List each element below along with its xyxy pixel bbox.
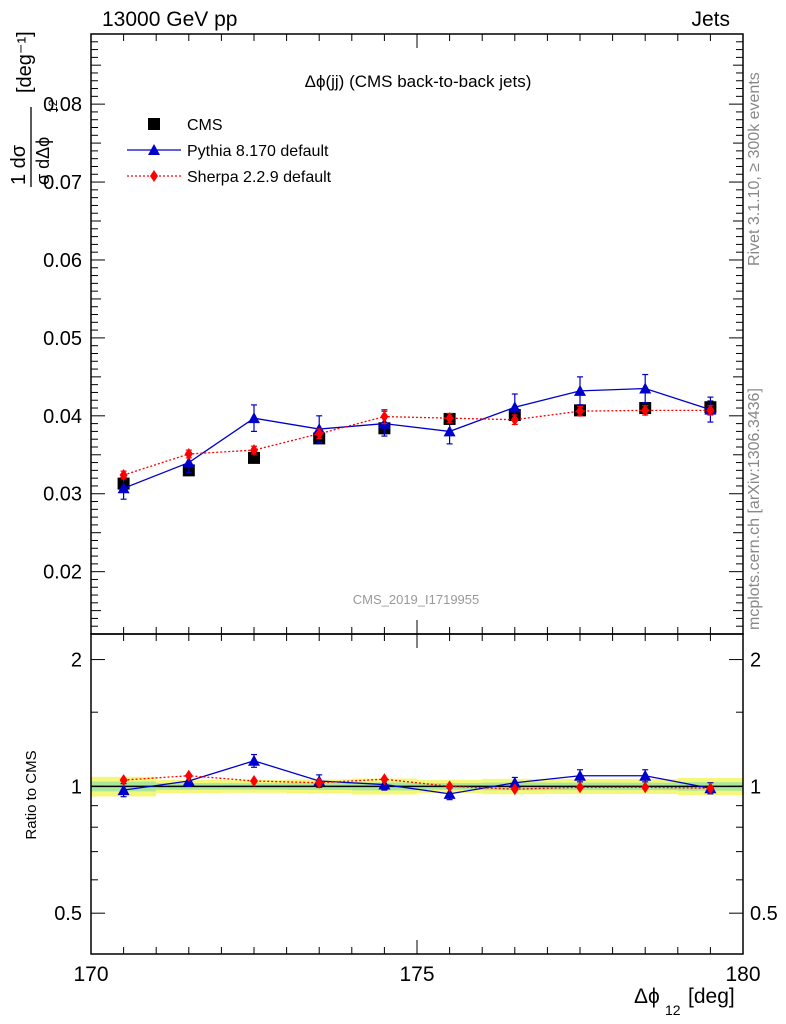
cms-point	[248, 451, 260, 464]
pythia-8-170-default-ratio-point	[508, 776, 521, 788]
sherpa-2-2-9-default-point	[510, 413, 519, 426]
sherpa-2-2-9-default-ratio-point	[510, 783, 519, 796]
y-axis-numerator: 1 dσ	[8, 144, 30, 185]
y-tick-label: 0.05	[43, 328, 82, 350]
sherpa-2-2-9-default-ratio-line	[123, 775, 711, 790]
y-tick-label: 0.02	[43, 562, 82, 584]
pythia-8-170-default-ratio-point	[117, 784, 130, 796]
sherpa-2-2-9-default-point	[576, 405, 584, 418]
ratio-tick-label: 1	[71, 776, 82, 798]
legend: CMS Pythia 8.170 default Sherpa 2.2.9 defa…	[127, 117, 332, 186]
pythia-8-170-default-ratio-line	[123, 760, 711, 795]
x-tick-label: 180	[725, 963, 760, 986]
y-tick-label: 0.08	[43, 94, 82, 116]
chart-title: Δϕ(jj) (CMS back-to-back jets)	[305, 72, 532, 91]
sherpa-2-2-9-default-line	[123, 409, 711, 476]
pythia-8-170-default-point	[639, 382, 652, 394]
pythia-8-170-default-point	[248, 412, 260, 424]
sherpa-2-2-9-default-ratio-point	[380, 773, 389, 786]
legend-label-pythia-8-170-default: Pythia 8.170 default	[187, 143, 329, 160]
x-axis-symbol: Δϕ	[634, 985, 660, 1008]
x-axis-unit: [deg]	[688, 985, 735, 1008]
series-layer	[117, 373, 717, 801]
sherpa-2-2-9-default-ratio-point	[445, 780, 454, 793]
legend-marker-cms	[148, 118, 160, 130]
ratio-tick-label: 2	[71, 650, 82, 672]
sherpa-2-2-9-default-point	[250, 444, 258, 457]
sherpa-2-2-9-default-ratio-point	[641, 781, 650, 794]
sherpa-2-2-9-default-point	[119, 469, 128, 482]
sherpa-2-2-9-default-ratio-point	[706, 782, 715, 795]
ratio-tick-label-right: 2	[750, 650, 761, 672]
legend-marker-pythia-8-170-default	[148, 144, 160, 155]
axes: 170 175 180 0.02 0.03 0.04 0.05 0.06 0.07 0.08 0.5…	[43, 34, 778, 986]
y-tick-label: 0.04	[43, 406, 82, 428]
x-tick-label: 175	[399, 963, 434, 986]
ratio-tick-label: 0.5	[54, 903, 82, 925]
sherpa-2-2-9-default-point	[706, 404, 715, 417]
y-axis-denominator: σ dΔϕ	[33, 137, 53, 185]
sherpa-2-2-9-default-point	[315, 427, 324, 440]
pythia-8-170-default-ratio-point	[574, 769, 586, 781]
sherpa-2-2-9-default-ratio-point	[119, 774, 128, 787]
y-axis-label: 1 dσ σ dΔϕ 12 [deg⁻¹]	[8, 31, 60, 187]
pythia-8-170-default-point	[443, 425, 456, 437]
y-axis-unit: [deg⁻¹]	[14, 31, 36, 93]
y-tick-label: 0.06	[43, 250, 82, 272]
y-axis-subscript: 12	[46, 99, 60, 113]
sherpa-2-2-9-default-point	[380, 410, 389, 423]
sherpa-2-2-9-default-ratio-point	[576, 781, 584, 794]
pythia-8-170-default-point	[117, 482, 130, 494]
axis-labels: Δϕ(jj) (CMS back-to-back jets) CMS_2019_…	[8, 31, 735, 1018]
sherpa-2-2-9-default-point	[641, 404, 650, 417]
sherpa-2-2-9-default-ratio-point	[250, 774, 258, 787]
sherpa-2-2-9-default-point	[184, 448, 193, 460]
pythia-8-170-default-point	[508, 401, 521, 413]
pythia-8-170-default-point	[574, 384, 586, 396]
header-right: Jets	[691, 8, 730, 31]
pythia-8-170-default-ratio-point	[248, 754, 260, 766]
sherpa-2-2-9-default-ratio-point	[315, 776, 324, 789]
legend-label-cms: CMS	[187, 117, 223, 134]
ratio-tick-label-right: 1	[750, 776, 761, 798]
pythia-8-170-default-line	[123, 387, 711, 489]
x-axis-subscript: 12	[665, 1002, 681, 1018]
ratio-axis-label: Ratio to CMS	[23, 750, 40, 839]
x-axis-label: Δϕ 12 [deg]	[634, 985, 735, 1018]
pythia-8-170-default-ratio-point	[639, 769, 652, 781]
x-tick-label: 170	[73, 963, 108, 986]
analysis-watermark: CMS_2019_I1719955	[353, 592, 480, 607]
sherpa-2-2-9-default-point	[445, 412, 454, 425]
header-left: 13000 GeV pp	[102, 8, 238, 31]
sherpa-2-2-9-default-ratio-point	[184, 769, 193, 782]
y-tick-label: 0.07	[43, 172, 82, 194]
ratio-tick-label-right: 0.5	[750, 903, 778, 925]
legend-label-sherpa-2-2-9-default: Sherpa 2.2.9 default	[187, 169, 332, 186]
pythia-8-170-default-ratio-point	[443, 787, 456, 799]
y-tick-label: 0.03	[43, 484, 82, 506]
legend-marker-sherpa-2-2-9-default	[150, 170, 158, 182]
pythia-8-170-default-point	[182, 456, 195, 468]
